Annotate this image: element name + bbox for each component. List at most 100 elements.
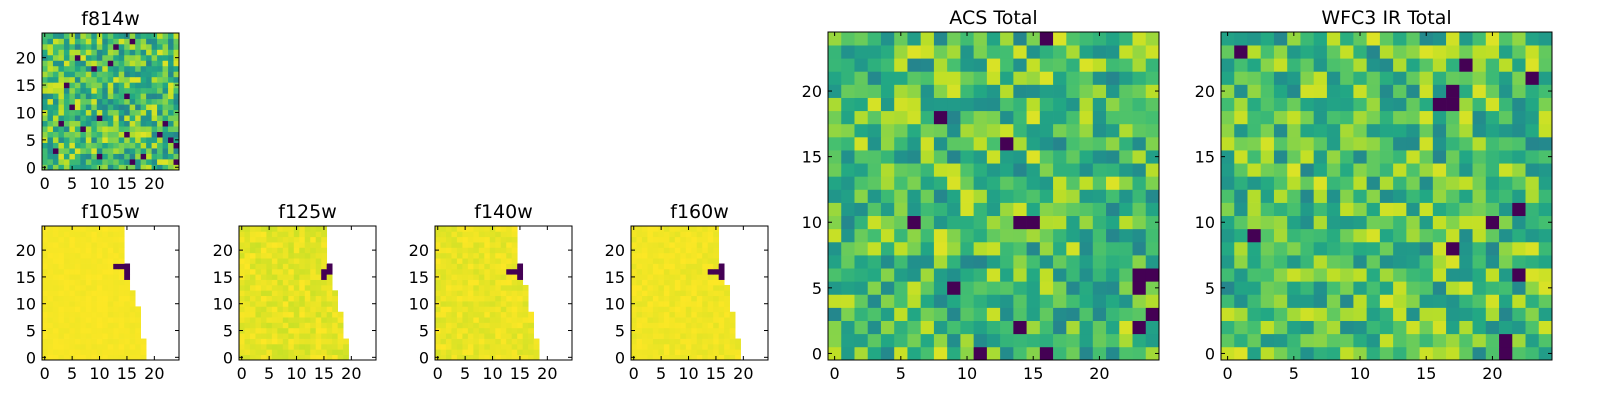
pixel-0-12-7 bbox=[107, 126, 114, 132]
pixel-4-0-12 bbox=[631, 290, 637, 297]
pixel-6-22-20 bbox=[1512, 84, 1526, 98]
pixel-3-15-7 bbox=[517, 317, 524, 323]
pixel-0-24-23 bbox=[173, 38, 180, 45]
pixel-5-5-14 bbox=[894, 163, 908, 177]
pixel-3-1-8 bbox=[440, 311, 447, 318]
pixel-4-1-18 bbox=[636, 258, 643, 264]
pixel-0-4-3 bbox=[63, 148, 70, 154]
pixel-3-17-4 bbox=[528, 333, 534, 339]
pixel-1-12-7 bbox=[107, 317, 114, 323]
pixel-6-3-19 bbox=[1260, 97, 1275, 112]
pixel-4-1-2 bbox=[636, 343, 643, 350]
pixel-0-13-9 bbox=[113, 115, 120, 122]
pixel-4-5-14 bbox=[658, 279, 665, 286]
pixel-0-6-11 bbox=[74, 104, 81, 111]
pixel-2-19-3 bbox=[343, 338, 349, 345]
pixel-6-10-19 bbox=[1353, 97, 1367, 112]
pixel-6-17-16 bbox=[1446, 136, 1460, 151]
pixel-4-10-18 bbox=[685, 258, 692, 264]
pixel-1-6-13 bbox=[74, 284, 81, 291]
y-tick-label-0-4: 20 bbox=[16, 49, 36, 68]
pixel-4-9-19 bbox=[680, 252, 687, 259]
pixel-5-8-1 bbox=[933, 333, 948, 348]
pixel-0-2-3 bbox=[52, 148, 59, 154]
pixel-6-17-1 bbox=[1446, 333, 1460, 348]
pixel-0-9-18 bbox=[91, 65, 98, 72]
pixel-0-14-20 bbox=[118, 54, 125, 61]
pixel-2-17-0 bbox=[332, 354, 338, 361]
pixel-5-23-5 bbox=[1132, 281, 1147, 295]
pixel-6-21-10 bbox=[1499, 215, 1513, 230]
y-tick-label-1-0: 0 bbox=[26, 348, 36, 367]
pixel-2-14-7 bbox=[315, 317, 322, 323]
pixel-5-4-10 bbox=[880, 215, 895, 230]
pixel-5-5-17 bbox=[894, 123, 908, 138]
pixel-1-13-19 bbox=[113, 252, 120, 259]
pixel-5-17-11 bbox=[1053, 202, 1067, 217]
pixel-5-15-3 bbox=[1026, 307, 1041, 321]
pixel-0-9-2 bbox=[91, 153, 98, 160]
pixel-3-5-7 bbox=[462, 317, 469, 323]
pixel-5-22-6 bbox=[1119, 268, 1133, 282]
x-tick-label-1-0: 0 bbox=[40, 364, 50, 383]
pixel-5-3-22 bbox=[867, 58, 882, 72]
pixel-6-19-3 bbox=[1472, 307, 1487, 321]
pixel-1-5-4 bbox=[69, 333, 76, 339]
pixel-6-4-5 bbox=[1273, 281, 1288, 295]
pixel-3-4-12 bbox=[456, 290, 463, 297]
pixel-5-12-15 bbox=[986, 150, 1001, 164]
pixel-1-10-7 bbox=[96, 317, 103, 323]
pixel-2-14-17 bbox=[315, 263, 322, 270]
pixel-1-2-10 bbox=[52, 301, 59, 307]
pixel-2-14-23 bbox=[315, 231, 322, 238]
pixel-1-13-7 bbox=[113, 317, 120, 323]
pixel-5-10-10 bbox=[960, 215, 974, 230]
pixel-6-13-3 bbox=[1393, 307, 1407, 321]
pixel-0-0-13 bbox=[42, 93, 48, 100]
pixel-2-15-4 bbox=[321, 333, 328, 339]
pixel-0-14-15 bbox=[118, 82, 125, 89]
pixel-0-5-9 bbox=[69, 115, 76, 122]
pixel-6-16-1 bbox=[1432, 333, 1447, 348]
y-tick-label-5-4: 20 bbox=[802, 82, 822, 101]
pixel-4-9-12 bbox=[680, 290, 687, 297]
pixel-6-2-23 bbox=[1247, 45, 1262, 59]
pixel-1-7-15 bbox=[80, 274, 87, 280]
pixel-2-16-9 bbox=[326, 306, 333, 313]
pixel-4-9-18 bbox=[680, 258, 687, 264]
pixel-6-20-13 bbox=[1485, 176, 1500, 190]
pixel-2-3-5 bbox=[255, 327, 262, 334]
pixel-6-2-21 bbox=[1247, 71, 1262, 85]
pixel-6-4-21 bbox=[1273, 71, 1288, 85]
pixel-5-17-19 bbox=[1053, 97, 1067, 112]
pixel-6-13-7 bbox=[1393, 255, 1407, 269]
pixel-3-9-4 bbox=[484, 333, 491, 339]
pixel-4-8-0 bbox=[674, 354, 681, 361]
pixel-5-12-10 bbox=[986, 215, 1001, 230]
pixel-3-11-17 bbox=[495, 263, 502, 270]
pixel-1-4-8 bbox=[63, 311, 70, 318]
pixel-6-17-2 bbox=[1446, 320, 1460, 335]
pixel-0-10-5 bbox=[96, 137, 103, 143]
pixel-0-19-2 bbox=[146, 153, 152, 160]
pixel-2-1-8 bbox=[244, 311, 251, 318]
pixel-6-13-5 bbox=[1393, 281, 1407, 295]
pixel-2-11-8 bbox=[299, 311, 306, 318]
pixel-4-17-8 bbox=[724, 311, 730, 318]
pixel-6-24-9 bbox=[1538, 228, 1553, 243]
pixel-4-7-2 bbox=[669, 343, 676, 350]
y-tick-label-2-2: 10 bbox=[213, 295, 233, 314]
pixel-0-19-17 bbox=[146, 71, 152, 78]
pixel-0-7-8 bbox=[80, 120, 87, 127]
pixel-1-14-7 bbox=[118, 317, 125, 323]
pixel-6-10-5 bbox=[1353, 281, 1367, 295]
pixel-4-0-4 bbox=[631, 333, 637, 339]
pixel-5-13-10 bbox=[1000, 215, 1014, 230]
pixel-2-15-11 bbox=[321, 295, 328, 302]
pixel-3-3-18 bbox=[451, 258, 458, 264]
pixel-6-9-24 bbox=[1340, 32, 1354, 46]
pixel-4-7-18 bbox=[669, 258, 676, 264]
pixel-6-8-18 bbox=[1326, 110, 1341, 125]
pixel-4-0-23 bbox=[631, 231, 637, 238]
